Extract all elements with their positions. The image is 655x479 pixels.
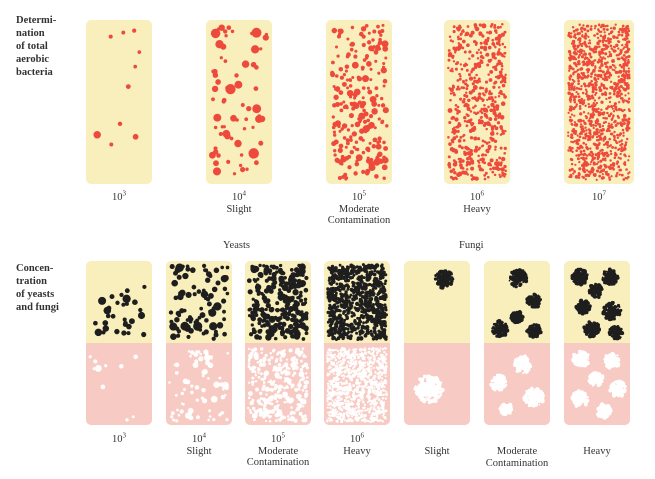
fungi-colonies-1 (404, 261, 470, 425)
aerobic-label-line-3: of total (16, 41, 48, 52)
aerobic-panel-2 (206, 20, 272, 184)
aerobic-label-line-5: bacteria (16, 67, 53, 78)
yeast-caption-1-base: 10 (112, 434, 123, 445)
fungi-group-label: Fungi (459, 240, 484, 251)
aerobic-caption-2-desc: Slight (226, 203, 252, 215)
yeast-caption-4: 106 Heavy (302, 431, 412, 457)
aerobic-caption-4: 106 Heavy (422, 189, 532, 215)
yeast-caption-4-exp: 6 (360, 431, 365, 440)
fungi-caption-3: Heavy (542, 446, 652, 458)
aerobic-caption-1: 103 (64, 189, 174, 204)
fungi-colonies-3 (564, 261, 630, 425)
fungi-colonies-2 (484, 261, 550, 425)
aerobic-caption-3: 105 Moderate Contamination (304, 189, 414, 227)
yeast-panel-3 (245, 261, 311, 425)
aerobic-row-label: Determi- nation of total aerobic bacteri… (16, 14, 56, 79)
yeast-caption-1: 103 (64, 431, 174, 446)
aerobic-label-line-1: Determi- (16, 15, 57, 26)
fungi-caption-2-desc1: Moderate (496, 446, 538, 457)
aerobic-caption-3-exp: 5 (362, 189, 367, 198)
aerobic-colonies-2 (206, 20, 272, 184)
yeast-caption-2: 104 Slight (144, 431, 254, 457)
yeasts-group-label: Yeasts (223, 240, 250, 251)
aerobic-caption-2-exp: 4 (242, 189, 247, 198)
aerobic-caption-2-base: 10 (232, 192, 243, 203)
aerobic-panel-3 (326, 20, 392, 184)
yeasts-label-line-1: Concen- (16, 263, 54, 274)
yeast-caption-4-base: 10 (350, 434, 361, 445)
yeasts-row-label: Concen- tration of yeasts and fungi (16, 262, 59, 314)
yeast-caption-3: 105 Moderate Contamination (223, 431, 333, 469)
yeast-colonies-1 (86, 261, 152, 425)
aerobic-caption-2: 104 Slight (184, 189, 294, 215)
aerobic-panel-5 (564, 20, 634, 184)
yeast-caption-3-desc2: Contamination (246, 457, 310, 468)
yeast-caption-2-desc: Slight (186, 445, 212, 457)
aerobic-caption-4-desc: Heavy (463, 203, 491, 215)
aerobic-caption-4-exp: 6 (480, 189, 485, 198)
fungi-caption-1: Slight (382, 446, 492, 458)
yeast-panel-1 (86, 261, 152, 425)
yeast-caption-3-exp: 5 (281, 431, 286, 440)
fungi-caption-1-desc: Slight (424, 446, 450, 457)
yeast-caption-2-exp: 4 (202, 431, 207, 440)
aerobic-colonies-3 (326, 20, 392, 184)
fungi-caption-2: Moderate Contamination (462, 446, 572, 469)
aerobic-caption-4-base: 10 (470, 192, 481, 203)
yeast-colonies-2 (166, 261, 232, 425)
aerobic-panel-1 (86, 20, 152, 184)
yeast-caption-3-desc1: Moderate (257, 445, 299, 457)
aerobic-panel-4 (444, 20, 510, 184)
fungi-panel-3 (564, 261, 630, 425)
aerobic-colonies-1 (86, 20, 152, 184)
yeast-caption-3-base: 10 (271, 434, 282, 445)
yeast-caption-2-base: 10 (192, 434, 203, 445)
yeast-caption-1-exp: 3 (122, 431, 127, 440)
aerobic-label-line-4: aerobic (16, 54, 50, 65)
yeasts-label-line-4: and fungi (16, 302, 59, 313)
aerobic-caption-3-desc2: Contamination (327, 215, 391, 226)
aerobic-caption-3-desc1: Moderate (338, 203, 380, 215)
aerobic-caption-5: 107 (544, 189, 654, 204)
aerobic-caption-5-exp: 7 (602, 189, 607, 198)
aerobic-caption-3-base: 10 (352, 192, 363, 203)
yeast-caption-4-desc: Heavy (343, 445, 371, 457)
yeast-panel-4 (324, 261, 390, 425)
yeast-panel-2 (166, 261, 232, 425)
yeasts-label-line-3: of yeasts (16, 289, 55, 300)
aerobic-colonies-4 (444, 20, 510, 184)
yeast-colonies-3 (245, 261, 311, 425)
fungi-panel-2 (484, 261, 550, 425)
yeast-colonies-4 (324, 261, 390, 425)
aerobic-caption-5-base: 10 (592, 192, 603, 203)
aerobic-label-line-2: nation (16, 28, 45, 39)
aerobic-colonies-5 (564, 20, 634, 184)
fungi-caption-2-desc2: Contamination (485, 457, 549, 469)
aerobic-caption-1-exp: 3 (122, 189, 127, 198)
aerobic-caption-1-base: 10 (112, 192, 123, 203)
fungi-panel-1 (404, 261, 470, 425)
fungi-caption-3-desc: Heavy (583, 446, 611, 457)
yeasts-label-line-2: tration (16, 276, 47, 287)
